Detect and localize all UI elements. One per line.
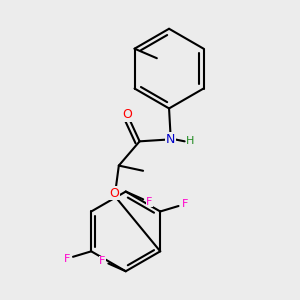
Text: O: O bbox=[122, 108, 132, 121]
Text: F: F bbox=[63, 254, 70, 264]
Text: F: F bbox=[182, 199, 188, 209]
Text: F: F bbox=[146, 197, 152, 207]
Text: N: N bbox=[166, 133, 176, 146]
Text: H: H bbox=[186, 136, 194, 146]
Text: O: O bbox=[110, 187, 119, 200]
Text: F: F bbox=[99, 256, 105, 266]
